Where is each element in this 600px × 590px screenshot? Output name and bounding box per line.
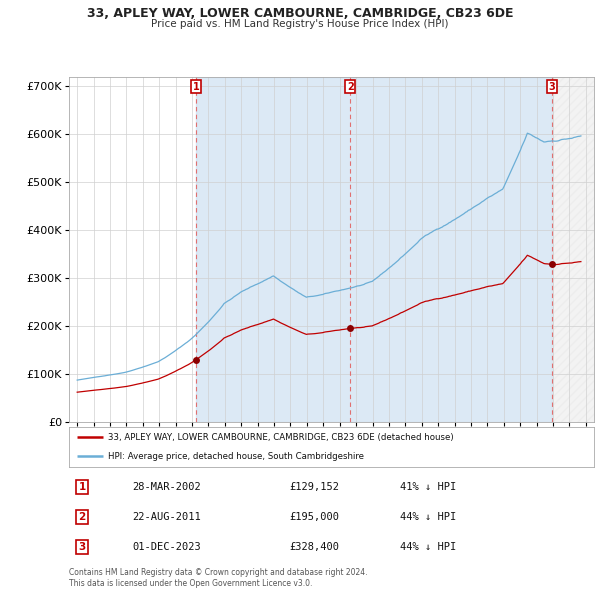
Text: 33, APLEY WAY, LOWER CAMBOURNE, CAMBRIDGE, CB23 6DE: 33, APLEY WAY, LOWER CAMBOURNE, CAMBRIDG… xyxy=(87,7,513,20)
Text: Price paid vs. HM Land Registry's House Price Index (HPI): Price paid vs. HM Land Registry's House … xyxy=(151,19,449,30)
Text: 2: 2 xyxy=(347,82,353,92)
Bar xyxy=(196,77,551,422)
Text: 44% ↓ HPI: 44% ↓ HPI xyxy=(400,512,456,522)
Text: 2: 2 xyxy=(79,512,86,522)
Text: 1: 1 xyxy=(193,82,199,92)
Text: 41% ↓ HPI: 41% ↓ HPI xyxy=(400,482,456,492)
Text: £328,400: £328,400 xyxy=(290,542,340,552)
Text: 3: 3 xyxy=(548,82,555,92)
Text: 3: 3 xyxy=(79,542,86,552)
Text: 33, APLEY WAY, LOWER CAMBOURNE, CAMBRIDGE, CB23 6DE (detached house): 33, APLEY WAY, LOWER CAMBOURNE, CAMBRIDG… xyxy=(109,432,454,442)
Text: 28-MAR-2002: 28-MAR-2002 xyxy=(132,482,201,492)
Text: £195,000: £195,000 xyxy=(290,512,340,522)
Text: 22-AUG-2011: 22-AUG-2011 xyxy=(132,512,201,522)
Text: 01-DEC-2023: 01-DEC-2023 xyxy=(132,542,201,552)
Text: Contains HM Land Registry data © Crown copyright and database right 2024.
This d: Contains HM Land Registry data © Crown c… xyxy=(69,568,367,588)
Text: HPI: Average price, detached house, South Cambridgeshire: HPI: Average price, detached house, Sout… xyxy=(109,451,364,461)
Text: 44% ↓ HPI: 44% ↓ HPI xyxy=(400,542,456,552)
Text: 1: 1 xyxy=(79,482,86,492)
Text: £129,152: £129,152 xyxy=(290,482,340,492)
Bar xyxy=(551,77,594,422)
